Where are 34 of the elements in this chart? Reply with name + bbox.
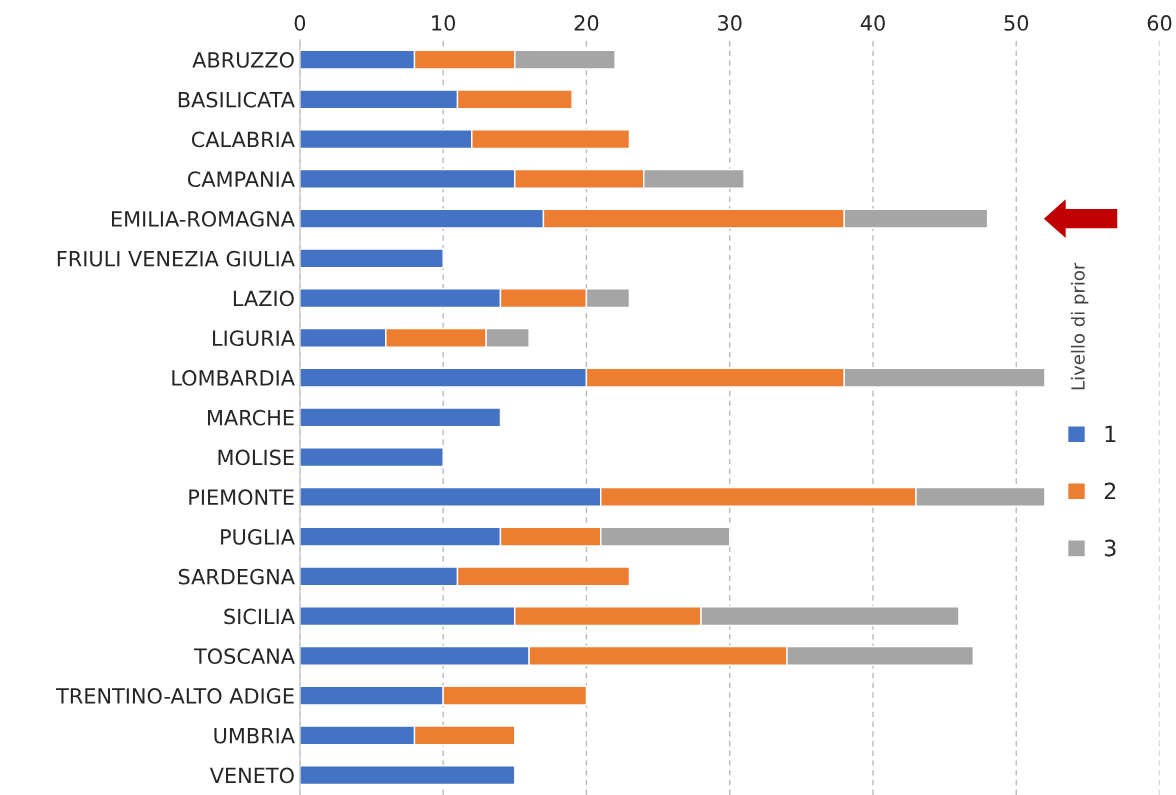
legend-label: 2	[1104, 482, 1116, 500]
y-tick-label: TOSCANA	[193, 648, 295, 665]
legend-label: 3	[1104, 539, 1116, 557]
y-tick-label: MARCHE	[208, 409, 294, 426]
bar	[299, 765, 516, 786]
y-tick-label: LAZIO	[233, 290, 294, 307]
x-tick-label: 0	[294, 15, 306, 31]
x-tick-label: 50	[1004, 15, 1029, 31]
x-tick-label: 40	[860, 15, 885, 31]
bar	[299, 407, 502, 428]
y-tick-label: FRIULI VENEZIA GIULIA	[57, 250, 295, 267]
y-tick-label: SARDEGNA	[178, 568, 295, 585]
y-tick-label: MOLISE	[218, 449, 294, 466]
y-tick-label: SICILIA	[224, 608, 295, 625]
y-tick-label: VENETO	[209, 767, 294, 784]
y-tick-label: CAMPANIA	[187, 171, 295, 188]
y-tick-label: EMILIA-ROMAGNA	[112, 211, 295, 227]
bar	[299, 447, 444, 468]
y-tick-label: BASILICATA	[178, 91, 295, 108]
bar	[299, 248, 444, 269]
x-tick-label: 20	[574, 15, 599, 31]
x-tick-label: 60	[1147, 15, 1172, 31]
y-tick-label: CALABRIA	[191, 131, 295, 148]
y-tick-label: LOMBARDIA	[172, 370, 295, 386]
y-tick-label: PUGLIA	[221, 529, 295, 545]
legend-label: 1	[1105, 425, 1116, 442]
y-tick-label: ABRUZZO	[192, 52, 294, 68]
y-tick-label: TRENTINO-ALTO ADIGE	[56, 688, 294, 704]
y-tick-label: PIEMONTE	[189, 489, 294, 506]
y-tick-label: LIGURIA	[213, 330, 295, 347]
legend-title: Livello di prior	[1070, 262, 1089, 390]
y-tick-label: UMBRIA	[214, 728, 295, 744]
x-tick-label: 10	[432, 15, 456, 31]
x-tick-label: 30	[718, 15, 742, 31]
